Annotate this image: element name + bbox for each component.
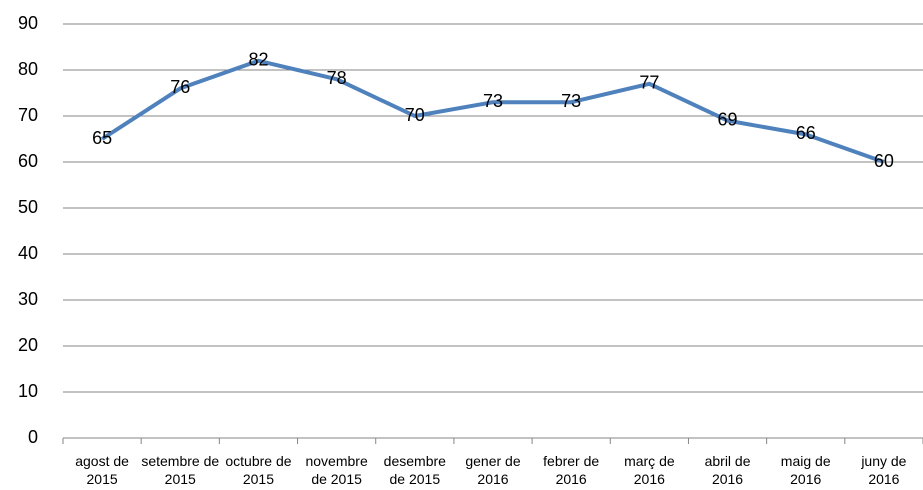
x-tick-label: setembre de 2015 (141, 453, 220, 487)
y-tick-label: 90 (18, 13, 38, 33)
data-label: 76 (170, 77, 190, 97)
y-tick-label: 70 (18, 105, 38, 125)
y-tick-label: 80 (18, 59, 38, 79)
data-line (101, 58, 885, 164)
data-label: 78 (327, 68, 347, 88)
y-tick-label: 40 (18, 243, 38, 263)
data-label: 66 (796, 123, 816, 143)
x-tick-label: agost de 2015 (75, 453, 129, 487)
x-tick-label: febrer de 2016 (543, 453, 600, 487)
data-label: 69 (718, 109, 738, 129)
x-tick-label: maig de 2016 (780, 453, 831, 487)
data-label: 73 (483, 91, 503, 111)
y-tick-label: 60 (18, 151, 38, 171)
x-tick-label: març de 2016 (624, 453, 675, 487)
x-tick-label: gener de 2016 (465, 453, 521, 487)
x-tick-label: juny de 2016 (861, 453, 907, 487)
x-tick-label: octubre de 2015 (225, 453, 292, 487)
data-label: 77 (639, 73, 659, 93)
x-tick-label: novembre de 2015 (305, 453, 368, 487)
data-label: 60 (874, 151, 894, 171)
y-tick-label: 20 (18, 335, 38, 355)
y-tick-label: 30 (18, 289, 38, 309)
y-tick-label: 50 (18, 197, 38, 217)
data-label: 70 (405, 105, 425, 125)
x-tick-label: abril de 2016 (704, 453, 751, 487)
data-label: 73 (561, 91, 581, 111)
y-tick-label: 10 (18, 381, 38, 401)
x-tick-label: desembre de 2015 (383, 453, 446, 487)
data-label: 82 (248, 50, 268, 70)
data-label: 65 (92, 128, 112, 148)
y-tick-label: 0 (28, 427, 38, 447)
